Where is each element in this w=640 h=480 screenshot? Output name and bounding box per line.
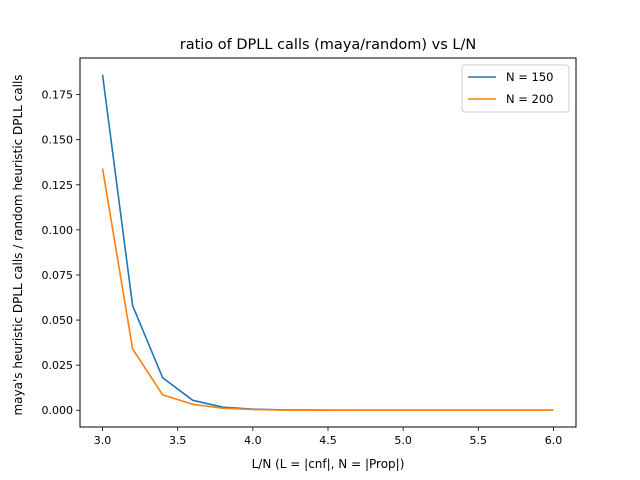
x-tick-label: 6.0 [545, 434, 563, 447]
legend-label: N = 200 [506, 92, 554, 106]
series-line-2 [101, 168, 554, 412]
y-tick-label: 0.075 [42, 269, 74, 282]
y-tick-label: 0.000 [42, 404, 74, 417]
chart-title: ratio of DPLL calls (maya/random) vs L/N [180, 37, 476, 53]
x-tick-label: 4.5 [319, 434, 337, 447]
y-axis: 0.000 0.025 0.050 0.075 0.100 0.125 0.150 0.175 [42, 89, 80, 417]
y-tick-label: 0.125 [42, 179, 74, 192]
x-tick-label: 3.5 [169, 434, 187, 447]
x-tick-label: 3.0 [94, 434, 112, 447]
y-axis-label: maya's heuristic DPLL calls / random heu… [11, 74, 25, 415]
y-tick-label: 0.025 [42, 359, 74, 372]
x-axis: 3.0 3.5 4.0 4.5 5.0 5.5 6.0 [94, 427, 562, 447]
legend-label: N = 150 [506, 70, 554, 84]
x-tick-label: 5.5 [470, 434, 488, 447]
y-tick-label: 0.050 [42, 314, 74, 327]
y-tick-label: 0.175 [42, 89, 74, 102]
x-tick-label: 5.0 [394, 434, 412, 447]
y-tick-label: 0.100 [42, 224, 74, 237]
x-tick-label: 4.0 [244, 434, 262, 447]
plot-area [101, 74, 554, 412]
x-axis-label: L/N (L = |cnf|, N = |Prop|) [252, 457, 405, 471]
y-tick-label: 0.150 [42, 134, 74, 147]
legend: N = 150 N = 200 [461, 64, 570, 113]
